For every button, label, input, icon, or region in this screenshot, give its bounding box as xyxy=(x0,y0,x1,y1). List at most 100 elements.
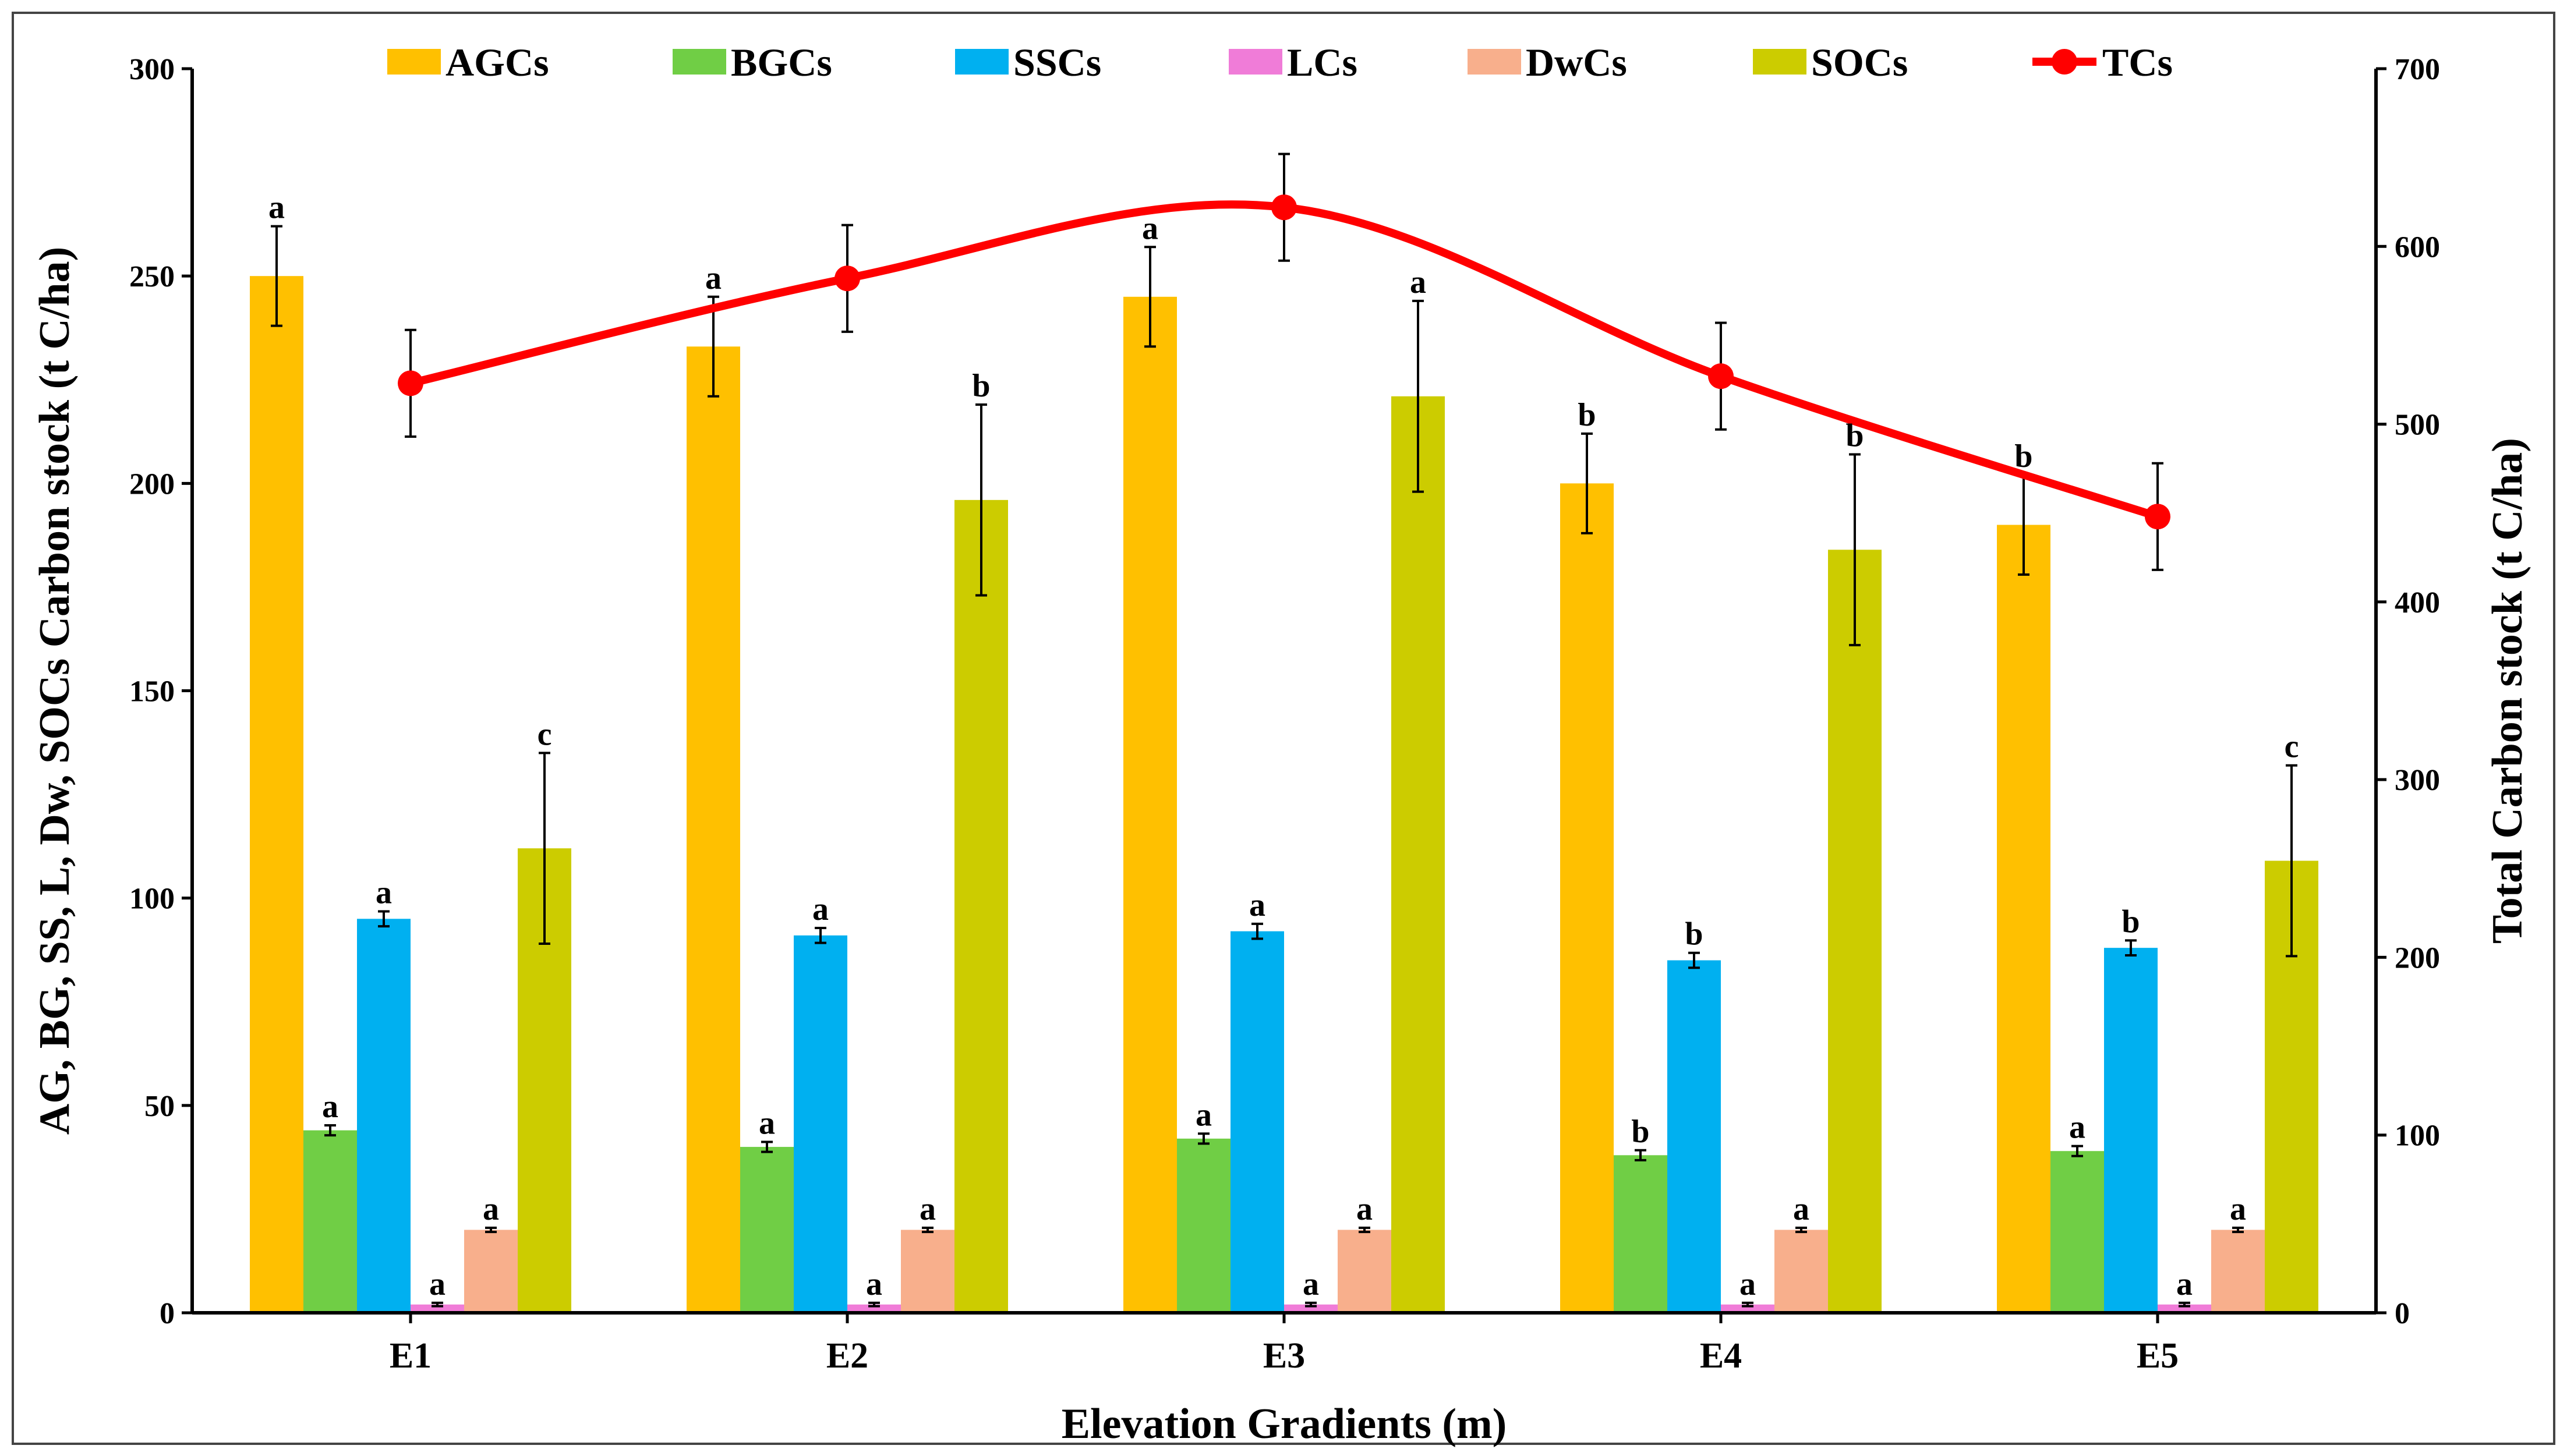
bar-BGCs-E3 xyxy=(1177,1138,1231,1313)
y2-tick-label-500: 500 xyxy=(2395,409,2440,442)
sig-letter-LCs-E4: a xyxy=(1739,1266,1756,1302)
bar-BGCs-E5 xyxy=(2050,1151,2104,1313)
sig-letter-AGCs-E1: a xyxy=(268,190,285,226)
y-tick-label-150: 150 xyxy=(129,675,175,708)
x-axis-title: Elevation Gradients (m) xyxy=(1062,1400,1507,1448)
sig-letter-DwCs-E1: a xyxy=(483,1191,499,1227)
y2-tick-label-700: 700 xyxy=(2395,53,2440,86)
tcs-point-E3 xyxy=(1271,194,1297,221)
y-tick-label-100: 100 xyxy=(129,883,175,916)
sig-letter-SOCs-E3: a xyxy=(1410,264,1426,300)
legend-label-TCs: TCs xyxy=(2102,40,2173,84)
tcs-point-E2 xyxy=(835,265,860,292)
bar-BGCs-E2 xyxy=(740,1147,794,1313)
legend-swatch-AGCs xyxy=(387,49,441,75)
sig-letter-AGCs-E5: b xyxy=(2014,438,2032,474)
bar-AGCs-E3 xyxy=(1123,296,1177,1313)
sig-letter-BGCs-E4: b xyxy=(1631,1114,1649,1150)
sig-letter-BGCs-E5: a xyxy=(2069,1110,2085,1146)
x-tick-label-E5: E5 xyxy=(2137,1336,2179,1376)
sig-letter-SSCs-E1: a xyxy=(376,874,392,911)
legend-swatch-SOCs xyxy=(1753,49,1806,75)
sig-letter-AGCs-E2: a xyxy=(705,260,722,296)
y-tick-label-250: 250 xyxy=(129,260,175,293)
y-axis-title: AG, BG, SS, L, Dw, SOCs Carbon stock (t … xyxy=(31,247,79,1135)
y-tick-label-0: 0 xyxy=(160,1297,175,1330)
legend-label-SOCs: SOCs xyxy=(1811,40,1908,84)
sig-letter-DwCs-E5: a xyxy=(2230,1191,2246,1227)
sig-letter-LCs-E1: a xyxy=(429,1266,445,1302)
bar-AGCs-E2 xyxy=(687,346,740,1313)
legend-label-BGCs: BGCs xyxy=(731,40,832,84)
significance-letters: a a a b b a a a b a a a a b b a a a a a a a a a a c b a b c xyxy=(268,190,2299,1302)
bar-AGCs-E1 xyxy=(250,276,303,1313)
sig-letter-SOCs-E1: c xyxy=(538,716,552,752)
legend-label-DwCs: DwCs xyxy=(1526,40,1627,84)
bar-DwCs-E4 xyxy=(1774,1230,1828,1313)
legend-label-AGCs: AGCs xyxy=(445,40,549,84)
sig-letter-SOCs-E5: c xyxy=(2285,729,2299,765)
bar-SSCs-E4 xyxy=(1667,960,1721,1313)
sig-letter-AGCs-E3: a xyxy=(1142,210,1158,246)
x-tick-label-E2: E2 xyxy=(826,1336,868,1376)
bar-DwCs-E3 xyxy=(1338,1230,1391,1313)
legend-marker-TCs xyxy=(2052,49,2077,75)
bar-LCs-E4 xyxy=(1721,1304,1774,1313)
sig-letter-SOCs-E4: b xyxy=(1845,417,1864,454)
sig-letter-LCs-E5: a xyxy=(2176,1266,2193,1302)
sig-letter-LCs-E3: a xyxy=(1303,1266,1319,1302)
tcs-point-E4 xyxy=(1708,363,1734,389)
bar-SSCs-E2 xyxy=(794,935,847,1313)
sig-letter-LCs-E2: a xyxy=(866,1266,882,1302)
legend-label-LCs: LCs xyxy=(1287,40,1357,84)
bar-LCs-E1 xyxy=(411,1304,464,1313)
bar-SSCs-E5 xyxy=(2104,948,2158,1313)
x-tick-label-E1: E1 xyxy=(390,1336,432,1376)
sig-letter-SSCs-E4: b xyxy=(1685,916,1703,952)
y2-axis-title: Total Carbon stock (t C/ha) xyxy=(2484,438,2531,944)
y2-tick-label-400: 400 xyxy=(2395,586,2440,619)
bar-DwCs-E5 xyxy=(2211,1230,2265,1313)
error-bars xyxy=(271,225,2297,1308)
tcs-point-E5 xyxy=(2145,504,2170,530)
bars xyxy=(250,276,2318,1313)
legend-swatch-BGCs xyxy=(673,49,726,75)
bar-BGCs-E1 xyxy=(303,1130,357,1313)
sig-letter-BGCs-E3: a xyxy=(1196,1097,1212,1133)
sig-letter-BGCs-E2: a xyxy=(759,1106,775,1142)
y2-tick-label-300: 300 xyxy=(2395,764,2440,797)
bar-SOCs-E3 xyxy=(1391,396,1445,1313)
bar-AGCs-E5 xyxy=(1997,525,2050,1313)
bar-LCs-E3 xyxy=(1284,1304,1338,1313)
y-tick-label-200: 200 xyxy=(129,467,175,501)
tcs-line-layer xyxy=(398,153,2170,571)
sig-letter-SOCs-E2: b xyxy=(972,368,990,404)
y2-tick-label-600: 600 xyxy=(2395,231,2440,264)
sig-letter-SSCs-E2: a xyxy=(812,891,829,927)
bar-DwCs-E2 xyxy=(901,1230,954,1313)
bar-SOCs-E4 xyxy=(1828,550,1882,1313)
sig-letter-AGCs-E4: b xyxy=(1578,397,1596,433)
x-tick-label-E3: E3 xyxy=(1263,1336,1305,1376)
y2-tick-label-100: 100 xyxy=(2395,1120,2440,1153)
y2-tick-label-200: 200 xyxy=(2395,941,2440,975)
y-tick-label-50: 50 xyxy=(144,1090,175,1123)
y-tick-label-300: 300 xyxy=(129,53,175,86)
bar-SSCs-E1 xyxy=(357,919,411,1313)
tcs-point-E1 xyxy=(398,370,423,396)
bar-SSCs-E3 xyxy=(1231,931,1284,1313)
legend-swatch-LCs xyxy=(1229,49,1282,75)
y2-tick-label-0: 0 xyxy=(2395,1297,2410,1330)
bar-AGCs-E4 xyxy=(1560,483,1614,1313)
legend: AGCs BGCs SSCs LCs DwCs SOCs TCs xyxy=(387,40,2173,84)
bar-BGCs-E4 xyxy=(1614,1155,1667,1313)
sig-letter-DwCs-E3: a xyxy=(1356,1191,1373,1227)
bar-DwCs-E1 xyxy=(464,1230,518,1313)
axes: 0 50 100 150 200 250 300 0 100 200 300 400 500 600 700… xyxy=(129,53,2440,1376)
legend-swatch-SSCs xyxy=(955,49,1009,75)
sig-letter-DwCs-E4: a xyxy=(1793,1191,1809,1227)
sig-letter-SSCs-E3: a xyxy=(1249,887,1265,923)
legend-swatch-DwCs xyxy=(1468,49,1521,75)
bar-LCs-E5 xyxy=(2158,1304,2211,1313)
